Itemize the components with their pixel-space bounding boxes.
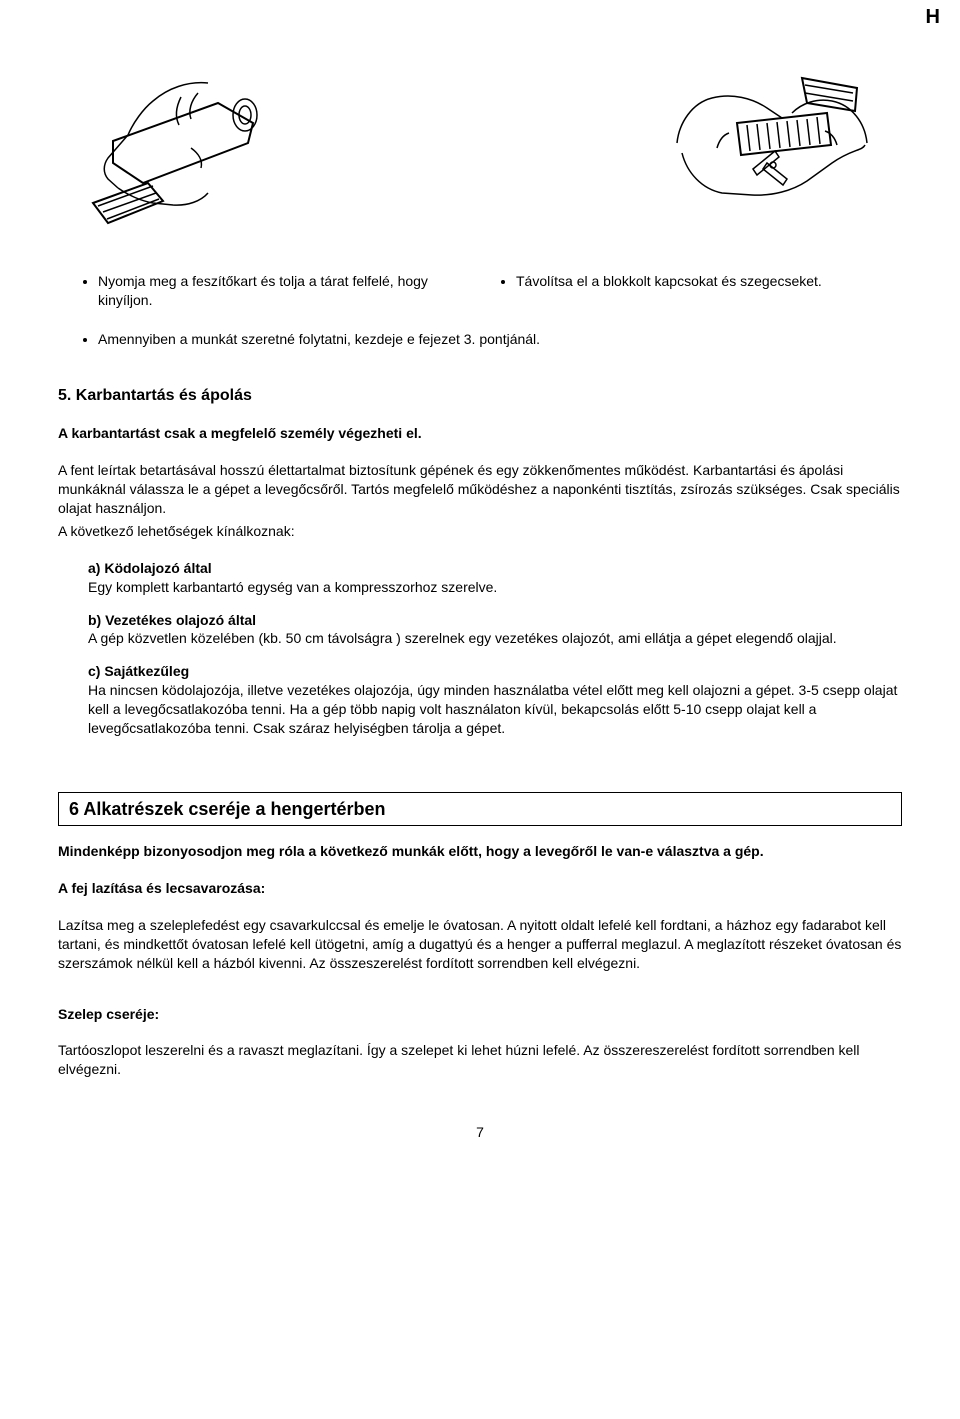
stapler-nose-illustration	[73, 53, 303, 243]
remove-jammed-staples-illustration	[657, 53, 887, 243]
section6-sub1-label: A fej lazítása és lecsavarozása:	[58, 879, 902, 898]
bullet-left-line2: kinyíljon.	[98, 292, 152, 308]
section5-a: a) Ködolajozó által Egy komplett karbant…	[58, 559, 902, 597]
section6-intro: Mindenképp bizonyosodjon meg róla a köve…	[58, 842, 902, 861]
bullet-right: Távolítsa el a blokkolt kapcsokat és sze…	[516, 272, 902, 291]
bullets-two-col: Nyomja meg a feszítőkart és tolja a tára…	[58, 272, 902, 312]
section6-title: 6 Alkatrészek cseréje a hengertérben	[69, 797, 891, 821]
bullet-bottom: Amennyiben a munkát szeretné folytatni, …	[98, 330, 902, 349]
section5-para: A fent leírtak betartásával hosszú élett…	[58, 461, 902, 518]
bullet-left-line1: Nyomja meg a feszítőkart és tolja a tára…	[98, 273, 428, 289]
section5-b-label: b) Vezetékes olajozó által	[88, 611, 902, 630]
section5-intro: A karbantartást csak a megfelelő személy…	[58, 424, 902, 443]
section5-title: 5. Karbantartás és ápolás	[58, 385, 902, 407]
section5-c-label: c) Sajátkezűleg	[88, 662, 902, 681]
section5-c-text: Ha nincsen ködolajozója, illetve vezeték…	[88, 681, 902, 738]
section5-b-text: A gép közvetlen közelében (kb. 50 cm táv…	[88, 629, 902, 648]
section6-sub1-text: Lazítsa meg a szeleplefedést egy csavark…	[58, 916, 902, 973]
section6-sub2-text: Tartóoszlopot leszerelni és a ravaszt me…	[58, 1041, 902, 1079]
section5-para2: A következő lehetőségek kínálkoznak:	[58, 522, 902, 541]
section6-box: 6 Alkatrészek cseréje a hengertérben	[58, 792, 902, 826]
figures-row	[58, 48, 902, 248]
section5-a-label: a) Ködolajozó által	[88, 559, 902, 578]
section5-b: b) Vezetékes olajozó által A gép közvetl…	[58, 611, 902, 649]
figure-left	[68, 48, 308, 248]
bullet-left: Nyomja meg a feszítőkart és tolja a tára…	[98, 272, 458, 310]
figure-right	[652, 48, 892, 248]
section5-a-text: Egy komplett karbantartó egység van a ko…	[88, 578, 902, 597]
page-marker: H	[926, 4, 940, 31]
page-number: 7	[58, 1123, 902, 1142]
section6-sub2-label: Szelep cseréje:	[58, 1005, 902, 1024]
section5-c: c) Sajátkezűleg Ha nincsen ködolajozója,…	[58, 662, 902, 738]
